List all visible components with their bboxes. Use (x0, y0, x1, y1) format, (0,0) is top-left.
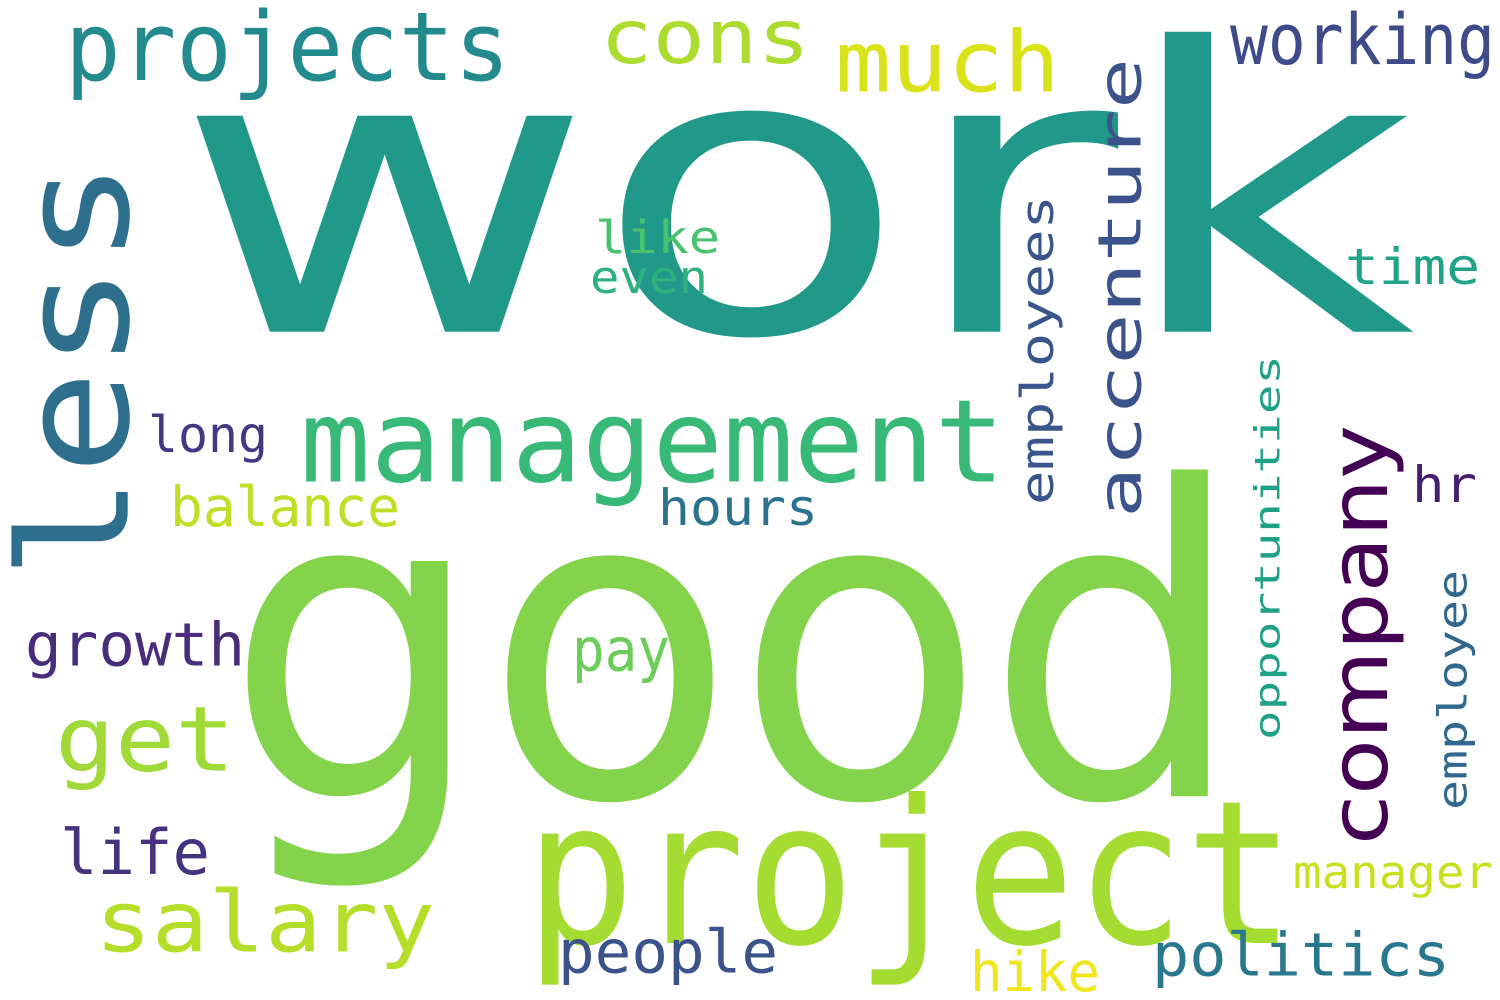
word-balance: balance (170, 475, 400, 540)
word-long: long (148, 405, 268, 464)
word-cons: cons (600, 0, 810, 81)
word-politics: politics (1152, 919, 1450, 990)
word-life: life (60, 816, 210, 889)
word-projects: projects (65, 0, 510, 103)
word-employees: employees (1010, 195, 1064, 505)
word-hours: hours (658, 478, 818, 537)
word-get: get (55, 686, 235, 793)
word-good: good (225, 396, 1245, 900)
word-management: management (300, 374, 1005, 510)
word-project: project (525, 757, 1295, 991)
word-hike: hike (970, 940, 1100, 1000)
word-working: working (1230, 0, 1495, 81)
word-hr: hr (1412, 455, 1477, 514)
word-people: people (558, 916, 778, 987)
word-work: work (175, 0, 1415, 427)
word-time: time (1345, 237, 1480, 296)
word-manager: manager (1293, 845, 1493, 899)
word-employee: employee (1429, 570, 1477, 810)
word-accenture: accenture (1084, 58, 1155, 518)
word-company: company (1312, 425, 1407, 845)
word-growth: growth (25, 609, 245, 680)
word-like: like (595, 210, 720, 264)
word-less: less (0, 160, 165, 581)
word-opportunities: opportunities (1246, 355, 1288, 740)
word-much: much (835, 12, 1060, 112)
word-pay: pay (572, 614, 670, 685)
word-salary: salary (95, 872, 435, 972)
word-even: even (590, 250, 708, 304)
